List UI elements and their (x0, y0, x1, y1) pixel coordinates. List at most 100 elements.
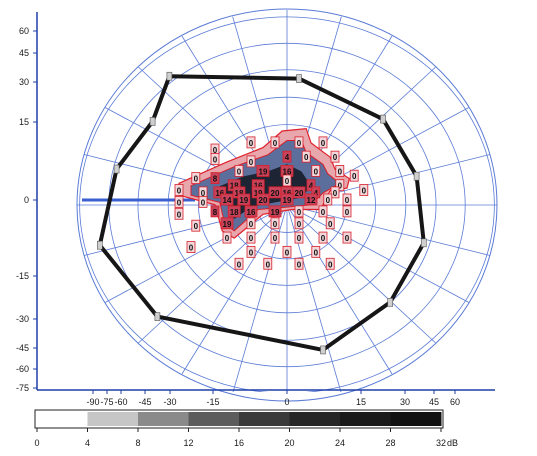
grid-spoke (286, 204, 393, 375)
colorbar-tick-label: 24 (335, 438, 345, 448)
stimulus-value: 0 (321, 234, 326, 243)
stimulus-value: 0 (285, 177, 290, 186)
stimulus-box (282, 245, 292, 258)
stimulus-value: 0 (213, 146, 218, 155)
stimulus-point: 0 (294, 257, 304, 270)
stimulus-box (220, 193, 234, 206)
isopter-line (97, 74, 426, 352)
stimulus-point: 0 (282, 174, 292, 187)
stimulus-point: 0 (330, 150, 340, 163)
stimulus-point: 0 (263, 257, 273, 270)
stimulus-box (325, 257, 335, 270)
stimulus-value: 0 (249, 158, 254, 167)
isopter-vertex (166, 71, 173, 81)
stimulus-value: 0 (345, 208, 350, 217)
stimulus-value: 16 (247, 208, 256, 217)
stimulus-box (318, 136, 328, 149)
colorbar-tick-label: 8 (135, 438, 140, 448)
stimulus-box (246, 245, 256, 258)
stimulus-point: 16 (244, 205, 258, 218)
stimulus-point: 0 (246, 217, 256, 230)
y-tick-label: 30 (19, 77, 29, 87)
stimulus-box (210, 172, 220, 184)
stimulus-point: 0 (335, 165, 345, 177)
stimulus-box (282, 174, 292, 187)
stimulus-value: 0 (189, 244, 194, 253)
stimulus-point: 0 (191, 219, 201, 232)
stimulus-box (220, 217, 234, 230)
stimulus-value: 0 (273, 220, 278, 229)
stimulus-value: 20 (295, 189, 304, 198)
grid-spoke (286, 204, 470, 303)
stimulus-box (330, 186, 340, 199)
stimulus-point: 20 (256, 193, 270, 206)
stimulus-point: 0 (246, 245, 256, 258)
colorbar-tick-label: 0 (34, 438, 39, 448)
sensitivity-colorbar: 0 4 8 12 16 20 24 28 32 dB (34, 409, 458, 448)
stimulus-value: 0 (237, 167, 242, 176)
stimulus-box (186, 241, 196, 254)
stimulus-value: 0 (314, 167, 319, 176)
stimulus-value: 0 (237, 260, 242, 269)
stimulus-box (256, 165, 270, 177)
isopter-vertex (97, 240, 103, 250)
stimulus-point: 0 (210, 153, 220, 165)
stimulus-point: 0 (330, 186, 340, 199)
stimulus-box (306, 179, 316, 192)
stimulus-point: 0 (294, 205, 304, 218)
stimulus-point: 16 (213, 186, 227, 199)
stimulus-point: 19 (220, 217, 234, 230)
stimulus-point: 0 (301, 150, 311, 163)
colorbar-segment (138, 412, 189, 426)
y-tick-label: -75 (16, 383, 29, 393)
stimulus-box (301, 150, 311, 163)
colorbar-tick-label: 28 (385, 438, 395, 448)
stimulus-box (282, 150, 292, 163)
stimulus-box (244, 205, 258, 218)
stimulus-point: 0 (335, 179, 345, 192)
stimulus-point: 0 (282, 245, 292, 258)
stimulus-box (335, 165, 345, 177)
stimulus-box (246, 136, 256, 149)
stimulus-box (246, 231, 256, 244)
stimulus-value: 0 (297, 139, 302, 148)
stimulus-box (318, 205, 328, 218)
stimulus-box (304, 193, 318, 206)
colorbar-segment (340, 412, 391, 426)
grid-border (76, 8, 498, 402)
stimulus-point: 0 (359, 184, 369, 196)
stimulus-value: 4 (314, 189, 319, 198)
stimulus-value: 0 (328, 260, 333, 269)
x-tick-label: -15 (206, 397, 219, 407)
x-tick-label: 45 (429, 397, 439, 407)
stimulus-point: 19 (237, 193, 251, 206)
colorbar-tick-label: 16 (234, 438, 244, 448)
stimulus-point: 0 (323, 193, 333, 206)
axis-tick-labels: -90 -75 -60 -45 -30 -15 0 15 30 45 60604530150-15-… (16, 26, 460, 407)
stimulus-point: 0 (294, 231, 304, 244)
stimulus-value: 19 (223, 220, 232, 229)
stimulus-box (191, 219, 201, 232)
stimulus-point: 4 (306, 179, 316, 192)
stimulus-value: 19 (239, 196, 248, 205)
stimulus-point: 0 (318, 231, 328, 244)
isopter-boundary (97, 71, 427, 355)
stimulus-box (237, 193, 251, 206)
stimulus-box (323, 193, 333, 206)
stimulus-value: 0 (225, 234, 230, 243)
stimulus-value: 20 (271, 189, 280, 198)
y-tick-label: -15 (16, 271, 29, 281)
stimulus-box (294, 231, 304, 244)
stimulus-point: 0 (318, 205, 328, 218)
stimulus-point: 0 (325, 257, 335, 270)
grid-mask (0, 0, 537, 401)
stimulus-point: 0 (294, 217, 304, 230)
stimulus-point: 20 (268, 186, 282, 199)
stimulus-value: 4 (309, 182, 314, 191)
grid-spoke (286, 204, 436, 344)
stimulus-value: 0 (177, 198, 182, 207)
x-tick-label: -30 (163, 397, 176, 407)
stimulus-value: 0 (345, 234, 350, 243)
stimulus-value: 19 (259, 167, 268, 176)
